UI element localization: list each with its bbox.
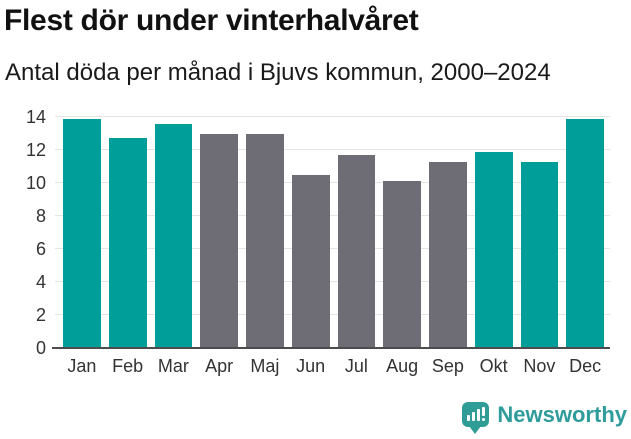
bar-jan — [63, 118, 101, 348]
x-label-okt: Okt — [479, 356, 508, 376]
bar-apr — [200, 133, 238, 348]
bar-okt — [474, 151, 513, 348]
y-tick-label-8: 8 — [35, 206, 46, 226]
bar-aug — [383, 181, 421, 348]
x-label-nov: Nov — [523, 356, 556, 376]
bar-jul — [337, 154, 376, 348]
y-tick-label-14: 14 — [25, 107, 46, 127]
x-label-aug: Aug — [386, 356, 419, 376]
x-label-apr: Apr — [205, 356, 234, 376]
bar-sep — [429, 161, 467, 348]
newsworthy-speech-bubble-bar-chart-icon — [462, 402, 490, 434]
gridline-10 — [55, 182, 610, 183]
x-axis-line — [52, 347, 610, 349]
chart-title: Flest dör under vinterhalvåret — [4, 4, 419, 37]
newsworthy-logo: Newsworthy — [462, 402, 627, 434]
y-tick-label-10: 10 — [25, 173, 46, 193]
gridline-2 — [55, 314, 610, 315]
y-tick-label-0: 0 — [35, 338, 46, 358]
bar-maj — [246, 133, 284, 348]
gridline-4 — [55, 281, 610, 282]
bar-feb — [108, 138, 147, 348]
y-tick-label-4: 4 — [35, 272, 46, 292]
bar-mar — [154, 123, 193, 348]
gridline-8 — [55, 215, 610, 216]
x-label-jan: Jan — [67, 356, 97, 376]
y-tick-label-2: 2 — [35, 305, 46, 325]
bar-nov — [520, 161, 559, 348]
gridline-12 — [55, 149, 610, 150]
bar-series — [63, 117, 604, 348]
bar-jun — [291, 174, 330, 348]
y-tick-label-6: 6 — [35, 239, 46, 259]
bar-dec — [566, 118, 604, 348]
x-axis-labels: Jan Feb Mar Apr Maj Jun Jul Aug Sep Okt Nov Dec — [55, 356, 610, 377]
plot-area — [52, 116, 610, 349]
chart-subtitle: Antal döda per månad i Bjuvs kommun, 200… — [5, 59, 551, 86]
x-label-mar: Mar — [157, 356, 189, 376]
y-axis: 0 2 4 6 8 10 12 14 — [0, 108, 48, 357]
x-label-dec: Dec — [569, 356, 602, 376]
x-label-sep: Sep — [431, 356, 464, 376]
newsworthy-logo-text: Newsworthy — [497, 402, 627, 427]
gridline-14 — [55, 116, 610, 117]
x-label-maj: Maj — [250, 356, 280, 376]
x-label-jul: Jul — [344, 356, 368, 376]
x-label-jun: Jun — [296, 356, 326, 376]
x-label-feb: Feb — [112, 356, 144, 376]
y-tick-label-12: 12 — [25, 140, 46, 160]
gridline-6 — [55, 248, 610, 249]
